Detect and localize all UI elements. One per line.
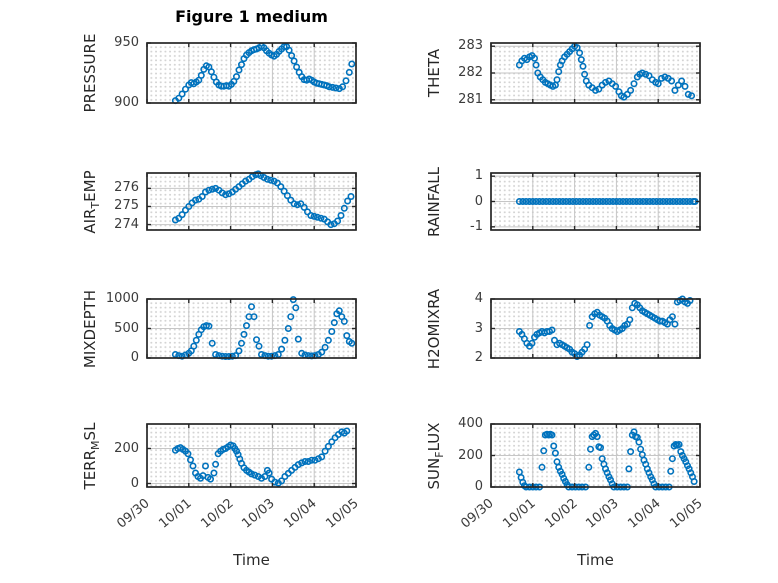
- axes-box: [146, 423, 357, 488]
- ytick-label-rainfall: -1: [470, 218, 483, 234]
- y-axis-label-sunflux: SUNFLUX: [424, 381, 446, 531]
- ytick-label-theta: 282: [458, 65, 483, 80]
- major-gridlines: [147, 173, 356, 230]
- y-axis-label-pressure: PRESSURE: [80, 0, 100, 148]
- subplot-h2omixra: [490, 295, 701, 360]
- ytick-label-theta: 281: [458, 91, 483, 107]
- x-axis-label-left: Time: [233, 551, 270, 569]
- ylabel-text: SUN: [425, 457, 443, 489]
- ylabel-text: SL: [81, 422, 99, 440]
- x-axis-label-right: Time: [577, 551, 614, 569]
- ylabel-text: RAINFALL: [425, 166, 443, 237]
- ytick-label-terrmsl: 0: [130, 475, 139, 491]
- ytick-label-sunflux: 400: [458, 416, 483, 431]
- ylabel-text: EMP: [81, 169, 99, 202]
- ytick-label-h2omixra: 3: [474, 320, 483, 336]
- ytick-label-h2omixra: 4: [474, 291, 483, 306]
- y-axis-label-terrmsl: TERRMSL: [80, 381, 102, 531]
- ylabel-text: H2OMIXRA: [425, 288, 443, 369]
- ytick-label-airtemp: 276: [114, 180, 139, 196]
- ytick-label-sunflux: 0: [474, 479, 483, 494]
- axes-box: [146, 298, 357, 359]
- figure-title: Figure 1 medium: [175, 7, 328, 26]
- scatter-series: [515, 197, 699, 205]
- ytick-label-airtemp: 274: [114, 216, 139, 232]
- subplot-sunflux: [490, 423, 701, 491]
- axes-box: [146, 42, 357, 104]
- scatter-series: [171, 170, 355, 229]
- subplot-pressure: [146, 42, 357, 105]
- ylabel-subscript: M: [89, 439, 102, 450]
- ylabel-text: PRESSURE: [81, 33, 99, 113]
- major-gridlines: [491, 424, 700, 487]
- scatter-series: [171, 427, 351, 487]
- ylabel-subscript: T: [89, 201, 102, 209]
- y-axis-label-theta: THETA: [424, 0, 444, 148]
- scatter-series: [171, 42, 356, 105]
- axes-box: [490, 42, 701, 104]
- ylabel-text: THETA: [425, 48, 443, 98]
- ytick-label-mixdepth: 0: [130, 350, 139, 365]
- ytick-label-h2omixra: 2: [474, 350, 483, 365]
- axes-box: [490, 298, 701, 359]
- ytick-label-sunflux: 200: [458, 447, 483, 463]
- ylabel-text: LUX: [425, 422, 443, 451]
- scatter-series: [171, 296, 356, 360]
- subplot-mixdepth: [146, 296, 357, 360]
- major-gridlines: [491, 43, 700, 103]
- subplot-theta: [490, 42, 701, 104]
- subplot-airtemp: [146, 170, 357, 231]
- axes-box: [490, 423, 701, 488]
- axes-box: [490, 172, 701, 231]
- ytick-label-pressure: 950: [114, 35, 139, 50]
- ytick-label-rainfall: 1: [474, 168, 483, 184]
- ytick-label-theta: 283: [458, 38, 483, 54]
- subplot-terrmsl: [146, 423, 357, 488]
- ytick-label-pressure: 900: [114, 95, 139, 110]
- major-gridlines: [491, 299, 700, 358]
- ytick-label-mixdepth: 1000: [105, 291, 139, 306]
- ylabel-text: MIXDEPTH: [81, 289, 99, 368]
- scatter-series: [515, 42, 696, 101]
- scatter-series: [515, 295, 694, 360]
- ytick-label-rainfall: 0: [474, 193, 483, 209]
- scatter-series: [515, 428, 698, 491]
- ylabel-subscript: F: [433, 450, 446, 458]
- axes-box: [146, 172, 357, 231]
- subplot-rainfall: [490, 172, 701, 231]
- ylabel-text: AIR: [81, 208, 99, 234]
- major-gridlines: [147, 299, 356, 358]
- ylabel-text: TERR: [81, 449, 99, 489]
- ytick-label-terrmsl: 200: [114, 440, 139, 456]
- ytick-label-airtemp: 275: [114, 198, 139, 214]
- ytick-label-mixdepth: 500: [114, 320, 139, 336]
